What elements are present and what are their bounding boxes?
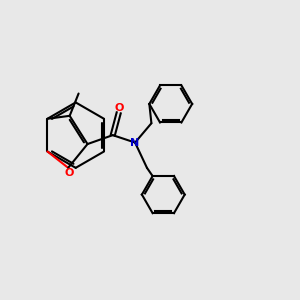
Text: N: N xyxy=(130,138,140,148)
Text: O: O xyxy=(114,103,123,113)
Text: O: O xyxy=(65,168,74,178)
